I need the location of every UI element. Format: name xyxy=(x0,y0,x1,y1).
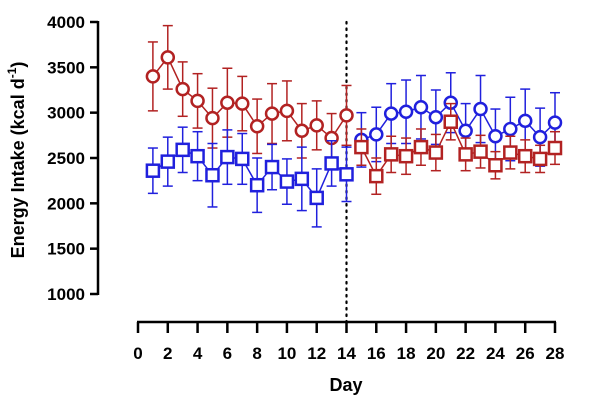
data-point-square xyxy=(532,151,548,167)
data-point-square xyxy=(249,177,265,193)
data-point-circle xyxy=(517,113,533,129)
data-point-circle xyxy=(339,108,354,123)
data-point-square xyxy=(264,159,280,175)
x-tick-label: 28 xyxy=(546,344,565,363)
data-point-square xyxy=(369,168,384,184)
data-point-square xyxy=(145,163,161,178)
data-point-circle xyxy=(488,128,503,144)
data-point-square xyxy=(309,190,324,206)
data-point-square xyxy=(428,145,444,160)
data-point-square xyxy=(488,158,503,173)
data-point-circle xyxy=(383,106,399,121)
x-tick-label: 24 xyxy=(486,344,505,363)
data-point-circle xyxy=(547,115,563,130)
data-point-square xyxy=(190,148,205,164)
x-tick-label: 12 xyxy=(307,344,326,363)
series-circle-2 xyxy=(354,72,563,168)
data-point-circle xyxy=(175,81,190,97)
data-point-square xyxy=(398,148,414,164)
data-point-circle xyxy=(473,101,488,117)
data-point-circle xyxy=(279,103,295,119)
x-tick-label: 14 xyxy=(337,344,356,363)
data-point-square xyxy=(220,149,235,165)
y-tick-label: 3500 xyxy=(47,58,85,77)
data-point-circle xyxy=(145,69,161,84)
data-point-circle xyxy=(205,110,220,126)
data-point-square xyxy=(458,147,473,162)
data-point-square xyxy=(205,167,220,183)
data-point-circle xyxy=(428,109,444,125)
data-point-circle xyxy=(369,127,384,142)
y-tick-label: 1500 xyxy=(47,240,85,259)
data-point-square xyxy=(160,154,176,169)
y-tick-label: 2000 xyxy=(47,194,85,213)
y-tick-label: 1000 xyxy=(47,285,85,304)
y-tick-label: 2500 xyxy=(47,149,85,168)
data-point-circle xyxy=(249,119,265,134)
x-axis-ticks: 0 2 4 6 8 10 12 14 16 18 20 22 24 26 28 xyxy=(133,322,564,363)
y-axis-title-close: ) xyxy=(8,62,28,68)
x-tick-label: 20 xyxy=(426,344,445,363)
data-point-circle xyxy=(190,93,205,109)
series-square-1 xyxy=(145,126,354,228)
y-axis-title: Energy Intake (kcal d-1) xyxy=(5,62,28,259)
data-point-square xyxy=(413,139,429,155)
series-circle-0 xyxy=(145,24,354,164)
x-tick-label: 2 xyxy=(163,344,172,363)
x-tick-label: 26 xyxy=(516,344,535,363)
data-point-square xyxy=(294,171,310,187)
data-point-square xyxy=(547,140,563,156)
x-tick-label: 4 xyxy=(193,344,203,363)
x-axis-title: Day xyxy=(329,375,362,395)
data-point-square xyxy=(339,167,354,182)
x-tick-label: 18 xyxy=(397,344,416,363)
data-point-square xyxy=(473,144,488,159)
y-tick-label: 4000 xyxy=(47,13,85,32)
x-tick-label: 10 xyxy=(277,344,296,363)
data-point-circle xyxy=(503,121,518,137)
data-point-circle xyxy=(294,123,310,139)
y-tick-label: 3000 xyxy=(47,104,85,123)
data-point-circle xyxy=(413,99,429,115)
series-square-3 xyxy=(354,102,563,196)
y-axis-title-superscript: -1 xyxy=(5,67,19,78)
data-point-square xyxy=(443,114,458,129)
data-point-square xyxy=(175,142,190,158)
data-point-circle xyxy=(458,123,473,139)
data-point-circle xyxy=(264,106,280,121)
series-layer xyxy=(145,24,563,228)
x-tick-label: 16 xyxy=(367,344,386,363)
data-point-circle xyxy=(220,95,235,110)
y-axis-title-base: Energy Intake (kcal d xyxy=(8,78,28,258)
y-axis-ticks: 1000 1500 2000 2500 3000 3500 4000 xyxy=(47,13,98,304)
x-tick-label: 22 xyxy=(456,344,475,363)
data-point-circle xyxy=(398,104,414,120)
data-point-square xyxy=(354,139,369,155)
x-tick-label: 0 xyxy=(133,344,142,363)
data-point-square xyxy=(279,174,295,189)
data-point-circle xyxy=(235,96,250,111)
data-point-square xyxy=(324,156,339,171)
x-tick-label: 8 xyxy=(252,344,261,363)
data-point-square xyxy=(383,147,399,162)
data-point-circle xyxy=(160,50,176,65)
data-point-circle xyxy=(309,118,324,133)
data-point-square xyxy=(503,145,518,160)
data-point-circle xyxy=(532,129,548,145)
data-point-square xyxy=(517,148,533,164)
data-point-square xyxy=(235,151,250,167)
x-tick-label: 6 xyxy=(223,344,232,363)
